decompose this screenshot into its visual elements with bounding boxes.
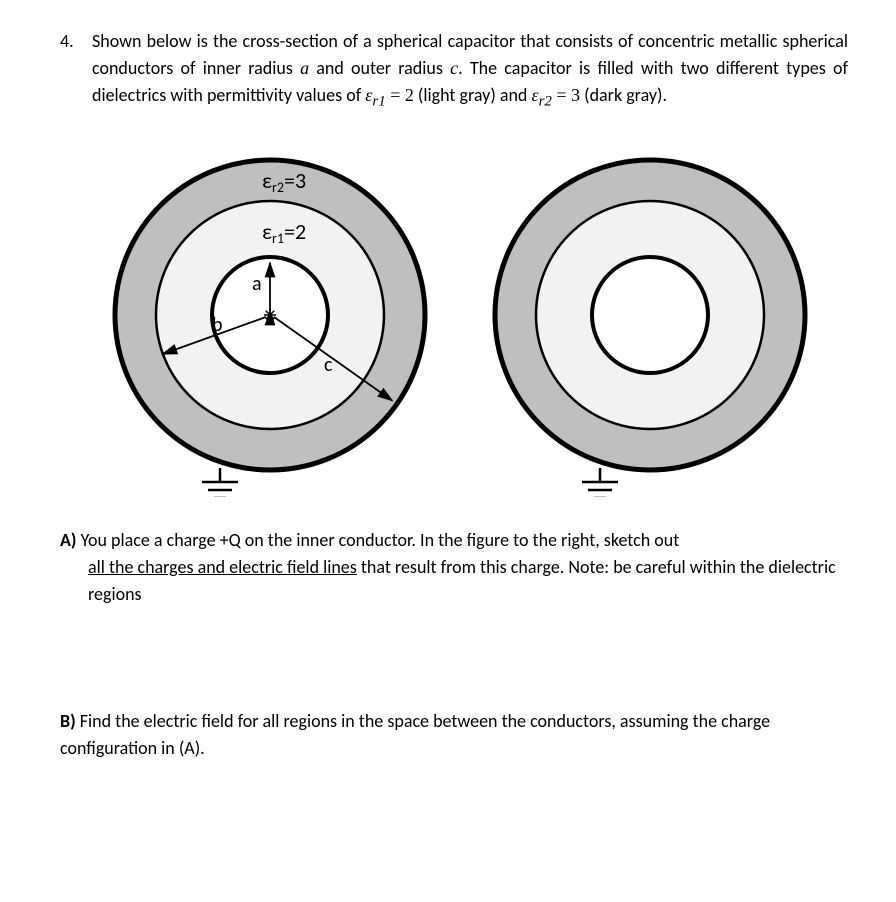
part-a-pre: You place a charge +Q on the inner condu… [81, 529, 680, 551]
svg-text:a: a [252, 272, 262, 296]
part-a: A) You place a charge +Q on the inner co… [60, 527, 848, 608]
svg-text:c: c [324, 353, 333, 377]
part-b-label: B) [60, 710, 76, 732]
page: 4. Shown below is the cross-section of a… [0, 0, 896, 902]
problem-statement: Shown below is the cross-section of a sp… [92, 28, 848, 113]
part-a-underlined: all the charges and electric field lines [88, 556, 357, 578]
eps-r1-sub: r1 [372, 94, 385, 110]
svg-text:b: b [212, 313, 223, 337]
svg-text:εr2=3: εr2=3 [262, 167, 306, 196]
txt: (light gray) and [414, 84, 532, 106]
txt: and outer radius [309, 57, 450, 79]
labeled-capacitor-svg: a b c εr2=3 εr1=2 [100, 137, 440, 497]
figure-row: a b c εr2=3 εr1=2 [100, 137, 848, 497]
txt: (dark gray). [580, 84, 667, 106]
eps-r2-sym: ε [531, 85, 538, 105]
svg-text:εr1=2: εr1=2 [262, 218, 306, 247]
problem-header: 4. Shown below is the cross-section of a… [60, 28, 848, 113]
eps-r2-sub: r2 [539, 94, 552, 110]
blank-capacitor-svg [480, 137, 820, 497]
sym-c: c [450, 58, 458, 78]
part-b-text: Find the electric field for all regions … [60, 710, 770, 759]
eps-r1-eq: = 2 [386, 85, 414, 105]
part-b: B) Find the electric field for all regio… [60, 708, 848, 762]
eps-r2-eq: = 3 [552, 85, 580, 105]
labeled-capacitor: a b c εr2=3 εr1=2 [100, 137, 440, 497]
sym-a: a [300, 58, 309, 78]
part-a-label: A) [60, 529, 77, 551]
blank-capacitor [480, 137, 820, 497]
problem-number: 4. [60, 28, 92, 55]
